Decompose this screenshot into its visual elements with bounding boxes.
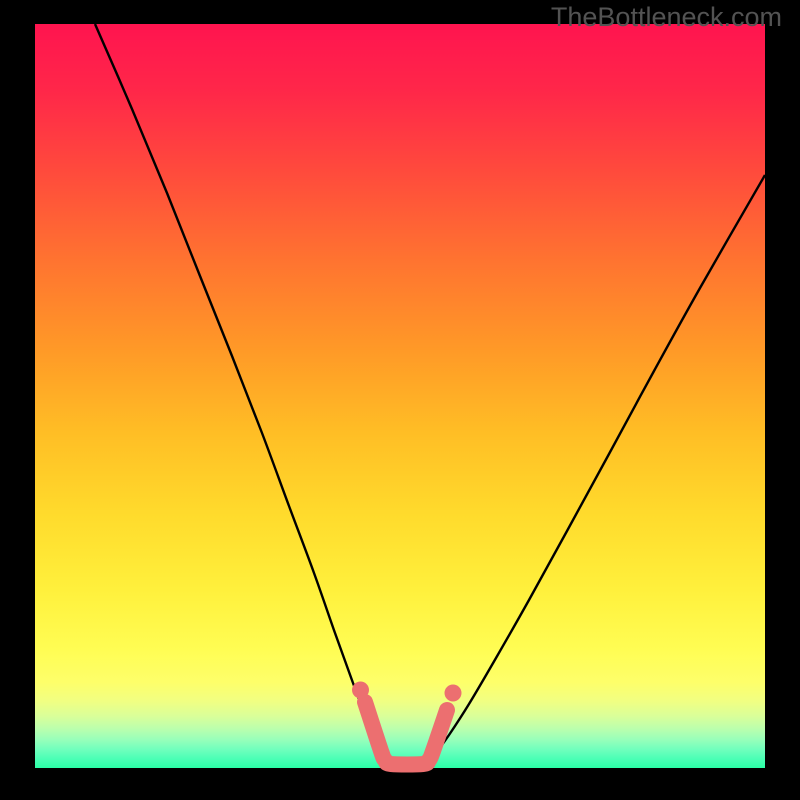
chart-stage: TheBottleneck.com	[0, 0, 800, 800]
chart-background-gradient	[35, 24, 765, 768]
watermark-text: TheBottleneck.com	[551, 2, 782, 33]
